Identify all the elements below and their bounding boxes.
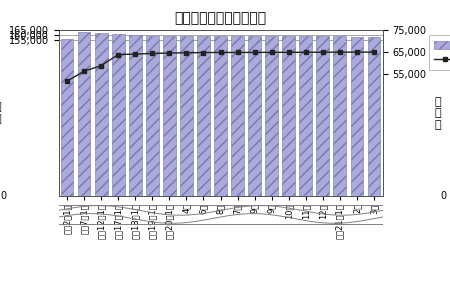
Bar bbox=[95, 33, 108, 196]
Bar bbox=[163, 36, 176, 196]
Legend: 人口, 世帯: 人口, 世帯 bbox=[429, 35, 450, 70]
Bar bbox=[248, 36, 261, 196]
Y-axis label: 世
帯
数: 世 帯 数 bbox=[434, 97, 441, 130]
Bar bbox=[265, 36, 278, 196]
Bar bbox=[282, 36, 295, 196]
Bar bbox=[129, 35, 142, 196]
Bar bbox=[299, 36, 312, 196]
Bar bbox=[214, 36, 227, 196]
Bar bbox=[146, 36, 159, 196]
Bar bbox=[231, 36, 244, 196]
Bar bbox=[112, 34, 125, 196]
Title: 総人口と総世帯数の推移: 総人口と総世帯数の推移 bbox=[175, 11, 266, 25]
Bar bbox=[78, 32, 90, 196]
Text: 0: 0 bbox=[0, 191, 7, 201]
Bar bbox=[333, 37, 346, 196]
Bar bbox=[197, 36, 210, 196]
Bar bbox=[316, 36, 329, 196]
Text: 0: 0 bbox=[441, 191, 447, 201]
Bar bbox=[351, 37, 363, 196]
Y-axis label: 人
口: 人 口 bbox=[0, 102, 1, 124]
Bar bbox=[180, 36, 193, 196]
Bar bbox=[368, 37, 380, 196]
Bar bbox=[61, 39, 73, 196]
